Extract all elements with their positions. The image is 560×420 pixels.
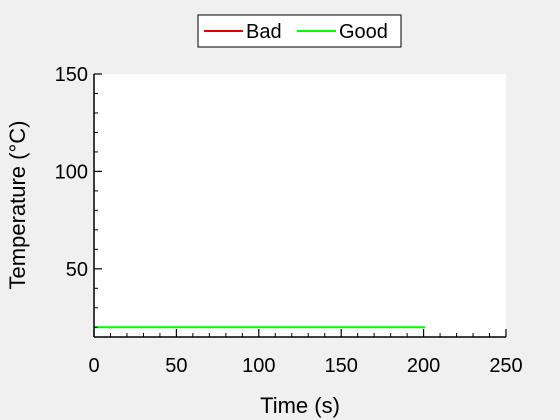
legend-label-bad: Bad	[246, 21, 282, 43]
legend-label-good: Good	[339, 21, 388, 43]
x-tick-label: 0	[88, 355, 99, 377]
x-tick-label: 100	[242, 355, 275, 377]
x-tick-label: 250	[489, 355, 522, 377]
y-tick-label: 150	[55, 64, 88, 86]
x-axis-label: Time (s)	[260, 393, 340, 418]
x-tick-label: 50	[165, 355, 187, 377]
x-tick-label: 150	[325, 355, 358, 377]
y-tick-label: 100	[55, 161, 88, 183]
y-axis-label: Temperature (°C)	[5, 121, 30, 290]
x-tick-label: 200	[407, 355, 440, 377]
y-tick-label: 50	[66, 259, 88, 281]
ticks-layer: 0 50 100 150 200 250 50 100 150	[55, 64, 523, 377]
legend: Bad Good	[197, 14, 402, 48]
plot-area	[94, 74, 506, 337]
